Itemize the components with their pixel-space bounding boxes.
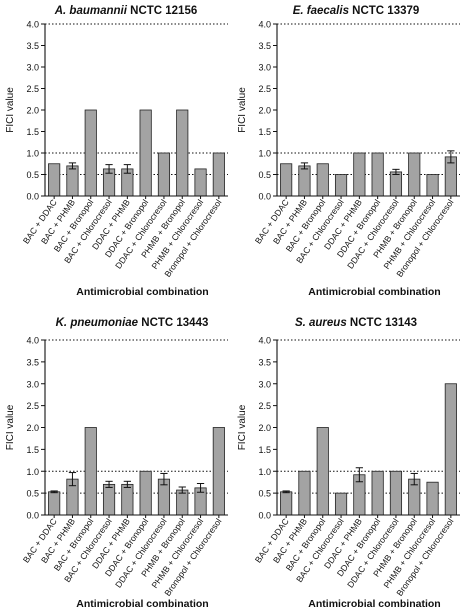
bar bbox=[408, 152, 421, 197]
y-tick-label: 1.0 bbox=[26, 149, 39, 159]
bar bbox=[139, 470, 152, 516]
bar bbox=[280, 491, 293, 516]
bar bbox=[48, 491, 61, 516]
y-tick-label: 2.0 bbox=[26, 106, 39, 116]
bar bbox=[280, 163, 293, 197]
chart-title: E. faecalis NCTC 13379 bbox=[293, 5, 420, 17]
bar bbox=[84, 427, 97, 516]
bar bbox=[389, 171, 403, 197]
y-tick-label: 0.0 bbox=[26, 192, 39, 202]
y-tick-label: 0.5 bbox=[26, 170, 39, 180]
y-tick-label: 3.5 bbox=[26, 357, 39, 367]
chart-title: A. baumannii NCTC 12156 bbox=[54, 5, 198, 17]
bar bbox=[298, 470, 311, 516]
y-tick-label: 4.0 bbox=[258, 20, 271, 30]
bar bbox=[212, 152, 225, 197]
y-tick-label: 4.0 bbox=[26, 336, 39, 346]
chart-panel-2: E. faecalis NCTC 13379 0.0 0.5 1.0 1.5 2.0 2.5… bbox=[237, 5, 460, 298]
y-tick-label: 3.0 bbox=[258, 63, 271, 73]
y-tick-label: 4.0 bbox=[26, 20, 39, 30]
bar bbox=[121, 483, 134, 516]
y-axis-title: FICI value bbox=[5, 87, 16, 133]
x-axis-title: Antimicrobial combination bbox=[308, 598, 440, 610]
y-tick-label: 0.0 bbox=[26, 511, 39, 521]
y-tick-label: 1.0 bbox=[26, 467, 39, 477]
bar bbox=[371, 152, 384, 197]
chart-title-species: S. aureus bbox=[295, 317, 347, 329]
y-tick-label: 1.5 bbox=[258, 445, 271, 455]
y-tick-label: 2.0 bbox=[26, 423, 39, 433]
bar bbox=[298, 165, 311, 197]
bar bbox=[157, 152, 171, 197]
bar bbox=[176, 109, 189, 197]
y-tick-label: 1.0 bbox=[258, 467, 271, 477]
y-tick-label: 1.0 bbox=[258, 149, 271, 159]
y-tick-label: 0.5 bbox=[258, 170, 271, 180]
y-tick-label: 0.0 bbox=[258, 511, 271, 521]
bar bbox=[371, 470, 384, 516]
bar bbox=[334, 492, 348, 516]
bar bbox=[426, 481, 439, 516]
y-tick-label: 3.0 bbox=[26, 379, 39, 389]
chart-title-strain: NCTC 13143 bbox=[347, 317, 417, 329]
chart-title-strain: NCTC 12156 bbox=[127, 5, 197, 17]
y-tick-label: 2.5 bbox=[26, 401, 39, 411]
y-tick-label: 0.5 bbox=[258, 489, 271, 499]
chart-title-strain: NCTC 13443 bbox=[138, 317, 208, 329]
y-tick-label: 2.5 bbox=[258, 401, 271, 411]
y-tick-label: 0.0 bbox=[258, 192, 271, 202]
y-axis-title: FICI value bbox=[237, 87, 248, 133]
bar bbox=[426, 174, 439, 197]
bar bbox=[316, 163, 329, 197]
chart-title: K. pneumoniae NCTC 13443 bbox=[56, 317, 209, 329]
bar bbox=[66, 165, 79, 197]
bar bbox=[316, 427, 329, 516]
y-tick-label: 2.5 bbox=[258, 84, 271, 94]
y-axis-title: FICI value bbox=[237, 404, 248, 450]
bar bbox=[444, 383, 457, 516]
chart-panel-3: K. pneumoniae NCTC 13443 0.0 0.5 1.0 1.5 2.0 2… bbox=[5, 317, 228, 610]
y-tick-label: 2.0 bbox=[258, 106, 271, 116]
y-tick-label: 3.5 bbox=[258, 357, 271, 367]
y-tick-label: 2.0 bbox=[258, 423, 271, 433]
chart-title-species: A. baumannii bbox=[54, 5, 128, 17]
bar bbox=[334, 174, 348, 197]
y-tick-label: 3.0 bbox=[258, 379, 271, 389]
bar bbox=[139, 109, 152, 197]
bar bbox=[389, 470, 403, 516]
chart-panel-1: A. baumannii NCTC 12156 0.0 0.5 1.0 1.5 2.0 2.… bbox=[5, 5, 228, 298]
y-tick-label: 3.5 bbox=[258, 41, 271, 51]
y-tick-label: 4.0 bbox=[258, 336, 271, 346]
y-axis-title: FICI value bbox=[5, 404, 16, 450]
y-tick-label: 2.5 bbox=[26, 84, 39, 94]
x-axis-title: Antimicrobial combination bbox=[308, 286, 440, 298]
y-tick-label: 3.0 bbox=[26, 63, 39, 73]
y-tick-label: 3.5 bbox=[26, 41, 39, 51]
bar bbox=[194, 168, 207, 197]
y-tick-label: 1.5 bbox=[26, 127, 39, 137]
bar bbox=[102, 483, 116, 516]
y-tick-label: 1.5 bbox=[26, 445, 39, 455]
x-axis-title: Antimicrobial combination bbox=[76, 286, 208, 298]
chart-title-species: E. faecalis bbox=[293, 5, 349, 17]
bar bbox=[48, 163, 61, 197]
bar bbox=[353, 152, 366, 197]
chart-title-species: K. pneumoniae bbox=[56, 317, 139, 329]
y-tick-label: 0.5 bbox=[26, 489, 39, 499]
chart-title-strain: NCTC 13379 bbox=[349, 5, 419, 17]
bar bbox=[176, 489, 189, 516]
x-axis-title: Antimicrobial combination bbox=[76, 598, 208, 610]
bar bbox=[212, 427, 225, 516]
chart-panel-4: S. aureus NCTC 13143 0.0 0.5 1.0 1.5 2.0 2.5 3.… bbox=[237, 317, 460, 610]
bar bbox=[84, 109, 97, 197]
chart-title: S. aureus NCTC 13143 bbox=[295, 317, 417, 329]
y-tick-label: 1.5 bbox=[258, 127, 271, 137]
